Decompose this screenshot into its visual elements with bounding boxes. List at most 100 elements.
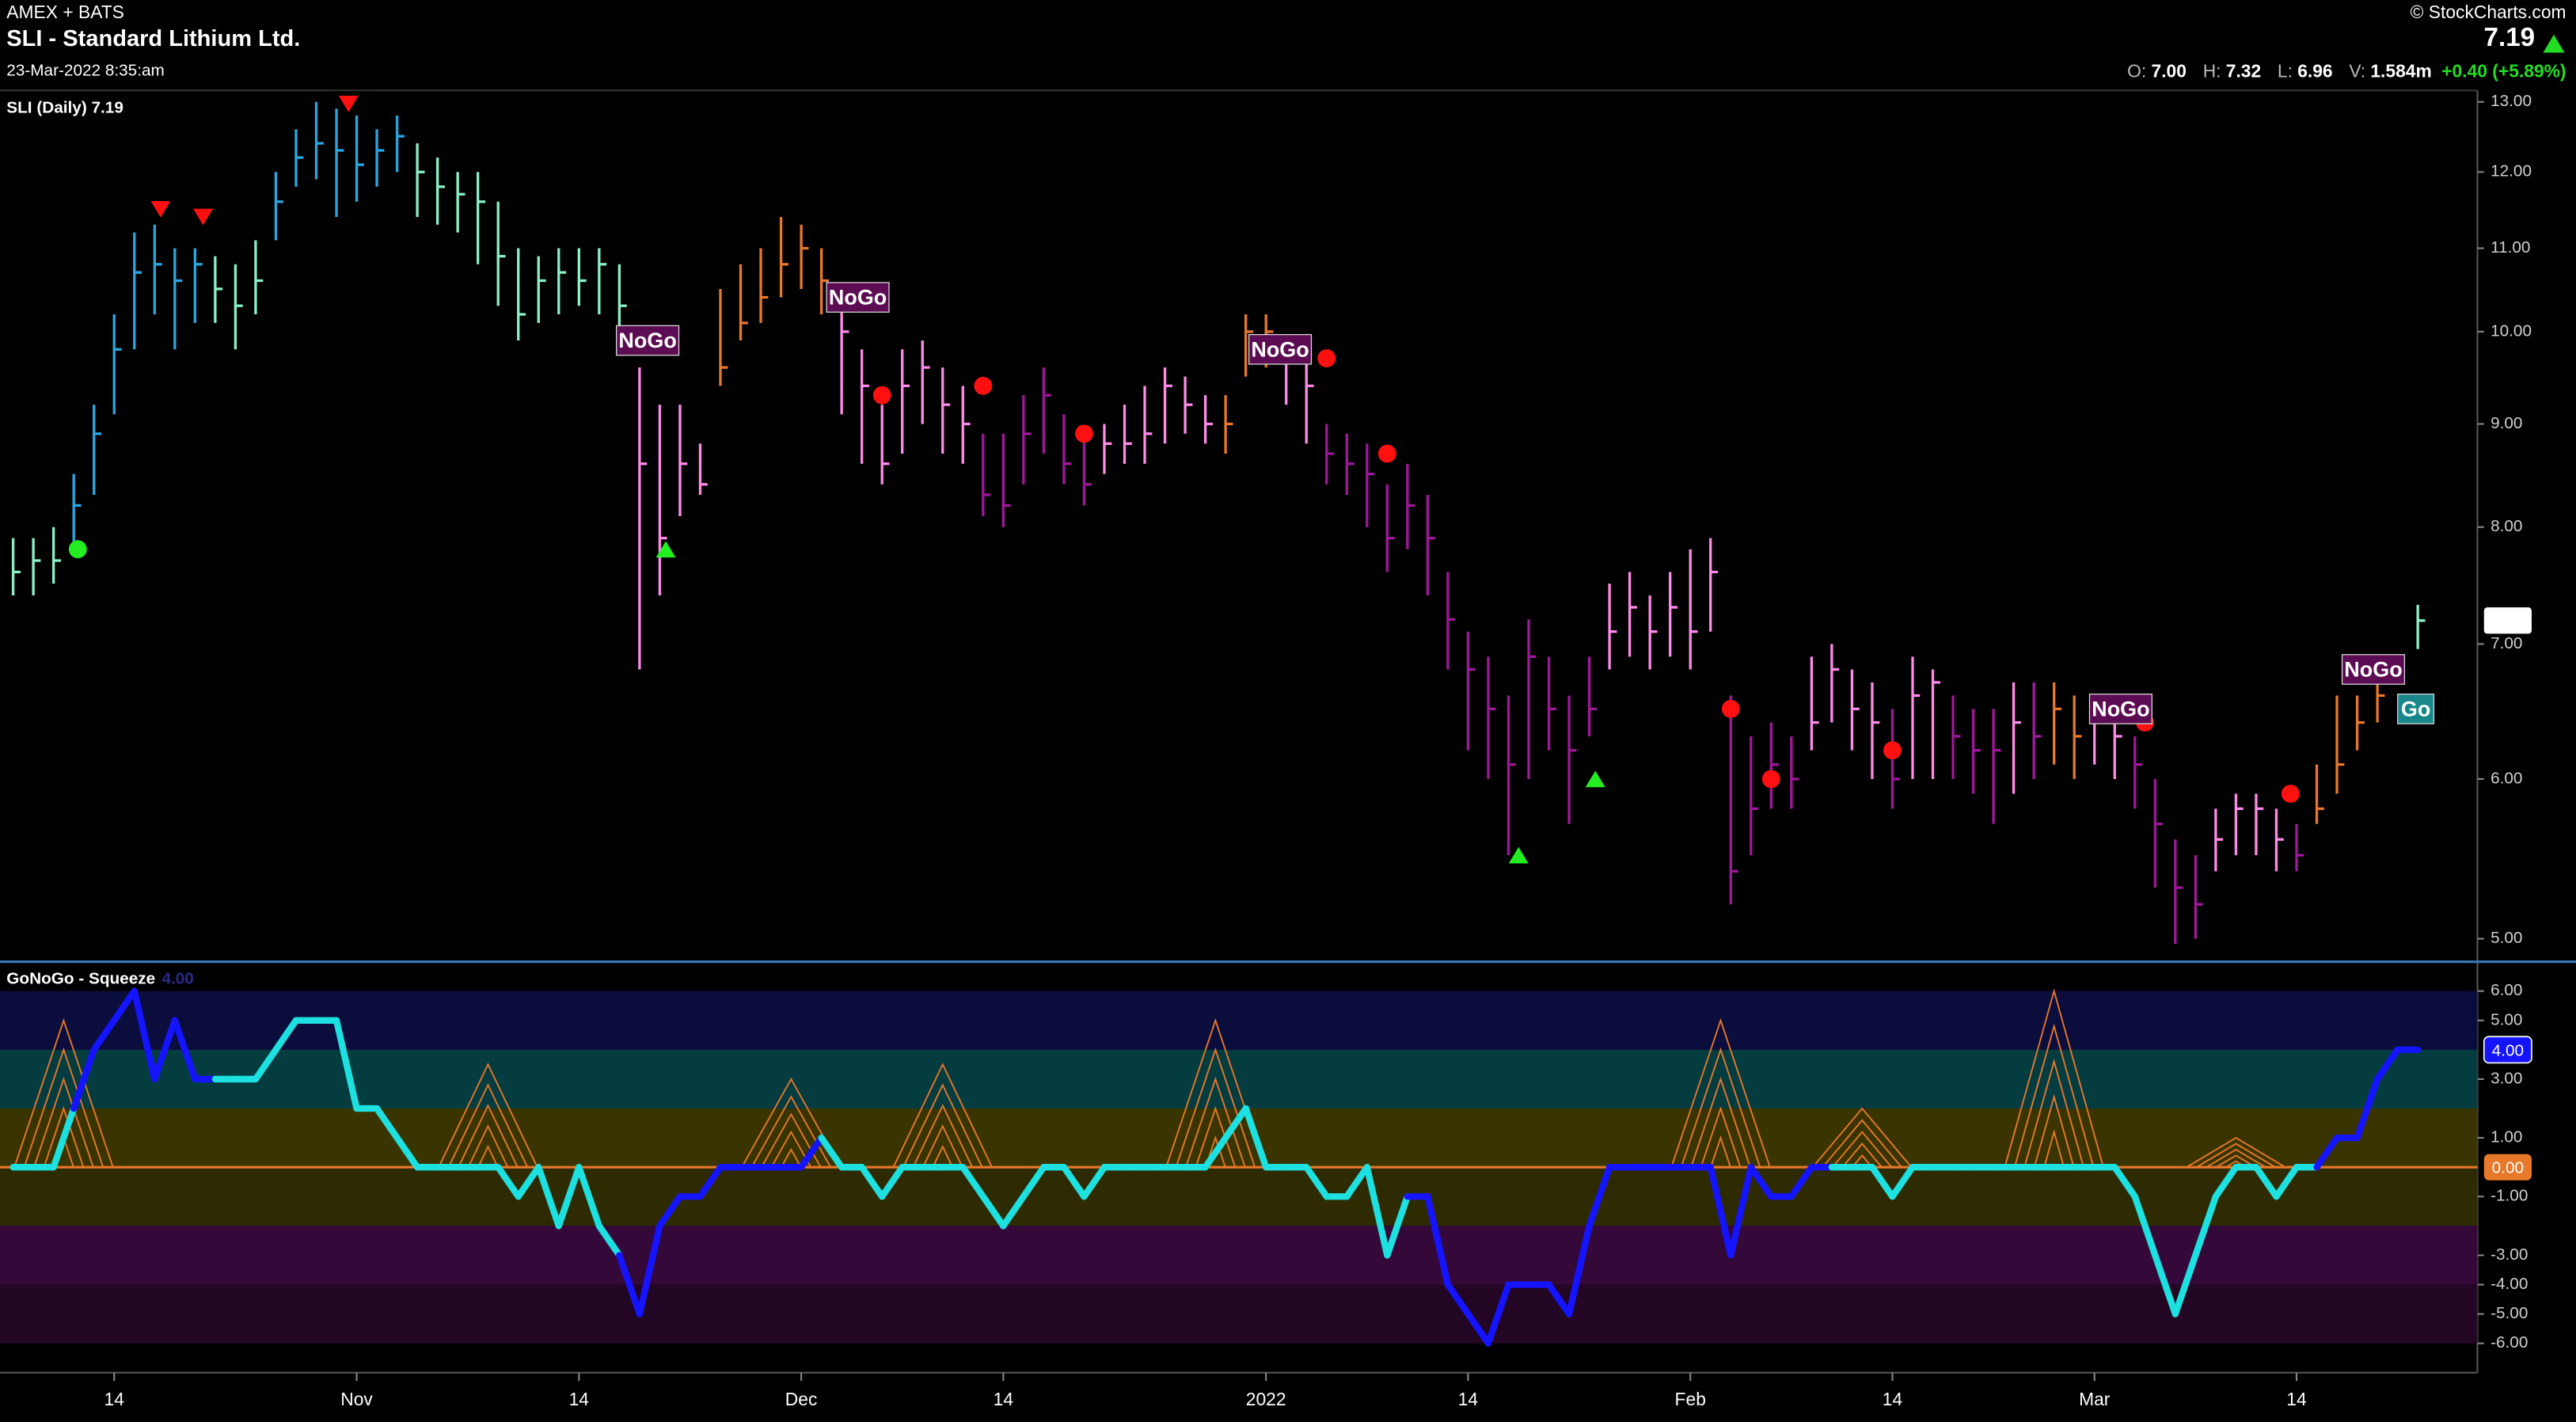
change: +0.40 (+5.89%)	[2441, 61, 2566, 82]
oscillator-badge-label: 4.00	[2492, 1041, 2524, 1059]
y-tick-label: -6.00	[2491, 1333, 2528, 1352]
squeeze-fan	[33, 1077, 94, 1168]
oscillator-segment	[50, 1105, 78, 1171]
annotation-label: NoGo	[829, 286, 887, 310]
oscillator-segment	[131, 987, 158, 1083]
title: SLI - Standard Lithium Ltd.	[6, 26, 300, 51]
zero-badge	[2483, 1154, 2532, 1181]
annotation-label: NoGo	[2344, 658, 2402, 682]
signal-dot	[1317, 349, 1336, 368]
signal-dot	[1883, 741, 1902, 760]
signal-up	[1508, 846, 1529, 864]
oscillator-segment	[151, 1017, 178, 1083]
squeeze-fan	[1700, 1106, 1742, 1168]
y-tick-label: 6.00	[2491, 981, 2522, 999]
oscillator-segment	[111, 987, 138, 1024]
oscillator-segment	[616, 1252, 644, 1317]
squeeze-fan	[1710, 1135, 1731, 1168]
quote-value: 1.584m	[2370, 61, 2431, 82]
band	[0, 1049, 2478, 1109]
x-tick-label: 2022	[1246, 1389, 1286, 1409]
oscillator-segment	[797, 1134, 825, 1171]
oscillator-segment	[2171, 1252, 2199, 1317]
oscillator-segment	[171, 1017, 199, 1083]
signal-dot	[1075, 424, 1093, 443]
oscillator-segment	[1202, 1134, 1229, 1171]
quote-label: O:	[2127, 61, 2146, 82]
squeeze-fan	[23, 1047, 104, 1168]
y-tick-label: 8.00	[2491, 517, 2522, 535]
price-badge-label: 7.19	[2492, 612, 2524, 630]
annotation-box	[2397, 694, 2435, 724]
y-tick-label: 9.00	[2491, 414, 2522, 432]
oscillator-segment	[1363, 1164, 1391, 1259]
x-tick-label: Feb	[1675, 1389, 1706, 1409]
exchange: AMEX + BATS	[6, 2, 124, 22]
oscillator-segment	[879, 1164, 906, 1200]
x-tick-label: Nov	[340, 1389, 373, 1409]
oscillator-segment	[858, 1164, 886, 1200]
signal-dot	[68, 540, 87, 559]
y-tick-label: 1.00	[2491, 1128, 2522, 1146]
signal-down	[193, 208, 213, 226]
squeeze-fan	[770, 1130, 812, 1168]
quote-label: L:	[2278, 61, 2293, 82]
annotation-label: Go	[2401, 698, 2430, 721]
squeeze-fan	[1852, 1154, 1873, 1168]
annotation-label: NoGo	[1251, 337, 1309, 361]
oscillator-segment	[1424, 1193, 1452, 1288]
oscillator-segment	[2212, 1164, 2240, 1200]
band	[0, 1167, 2478, 1226]
y-tick-label: 7.00	[2491, 634, 2522, 652]
squeeze-fan	[902, 1083, 983, 1168]
squeeze-fan	[2196, 1143, 2276, 1168]
oscillator-segment	[1303, 1164, 1330, 1200]
oscillator-segment	[1060, 1164, 1088, 1200]
squeeze-fan	[2043, 1129, 2065, 1168]
oscillator-segment	[576, 1164, 602, 1230]
signal-dot	[1761, 770, 1780, 789]
band	[0, 990, 2478, 1050]
oscillator-segment	[2313, 1134, 2341, 1171]
annotation-box	[616, 325, 680, 356]
y-tick-label: -1.00	[2491, 1187, 2528, 1205]
y-tick-label: 10.00	[2491, 321, 2532, 340]
squeeze-fan	[1175, 1047, 1256, 1168]
annotation-label: NoGo	[2092, 698, 2149, 721]
squeeze-fan	[1185, 1077, 1246, 1168]
oscillator-segment	[373, 1105, 401, 1142]
oscillator-segment	[1565, 1222, 1593, 1317]
squeeze-fan	[2013, 1023, 2095, 1168]
squeeze-fan	[2033, 1093, 2075, 1168]
squeeze-fan	[13, 1017, 114, 1168]
squeeze-fan	[1841, 1143, 1883, 1168]
oscillator-segment	[1707, 1164, 1734, 1259]
y-tick-label: 5.00	[2491, 1010, 2522, 1028]
oscillator-badge	[2483, 1036, 2532, 1064]
oscillator-segment	[979, 1193, 1007, 1230]
signal-dot	[974, 376, 993, 395]
oscillator-segment	[272, 1017, 300, 1054]
squeeze-fan	[781, 1148, 802, 1168]
quote-value: 7.32	[2226, 61, 2261, 82]
date: 23-Mar-2022 8:35:am	[6, 62, 164, 80]
oscillator-segment	[595, 1222, 623, 1259]
squeeze-fan	[1690, 1077, 1751, 1168]
signal-up	[1585, 770, 1605, 788]
squeeze-fan	[467, 1124, 509, 1168]
oscillator-segment	[1343, 1164, 1370, 1200]
oscillator-segment	[2192, 1193, 2220, 1259]
squeeze-fan	[438, 1063, 538, 1168]
oscillator-segment	[495, 1164, 522, 1200]
oscillator-label: GoNoGo - Squeeze 4.00	[6, 970, 194, 988]
band	[0, 1284, 2478, 1344]
x-tick-label: 14	[2286, 1389, 2307, 1409]
oscillator-segment	[1242, 1105, 1270, 1171]
oscillator-segment	[2111, 1164, 2138, 1200]
oscillator-segment	[697, 1164, 724, 1200]
oscillator-segment	[818, 1134, 845, 1171]
y-tick-label: 11.00	[2491, 238, 2530, 257]
oscillator-segment	[2373, 1046, 2401, 1083]
squeeze-fan	[1812, 1107, 1913, 1168]
